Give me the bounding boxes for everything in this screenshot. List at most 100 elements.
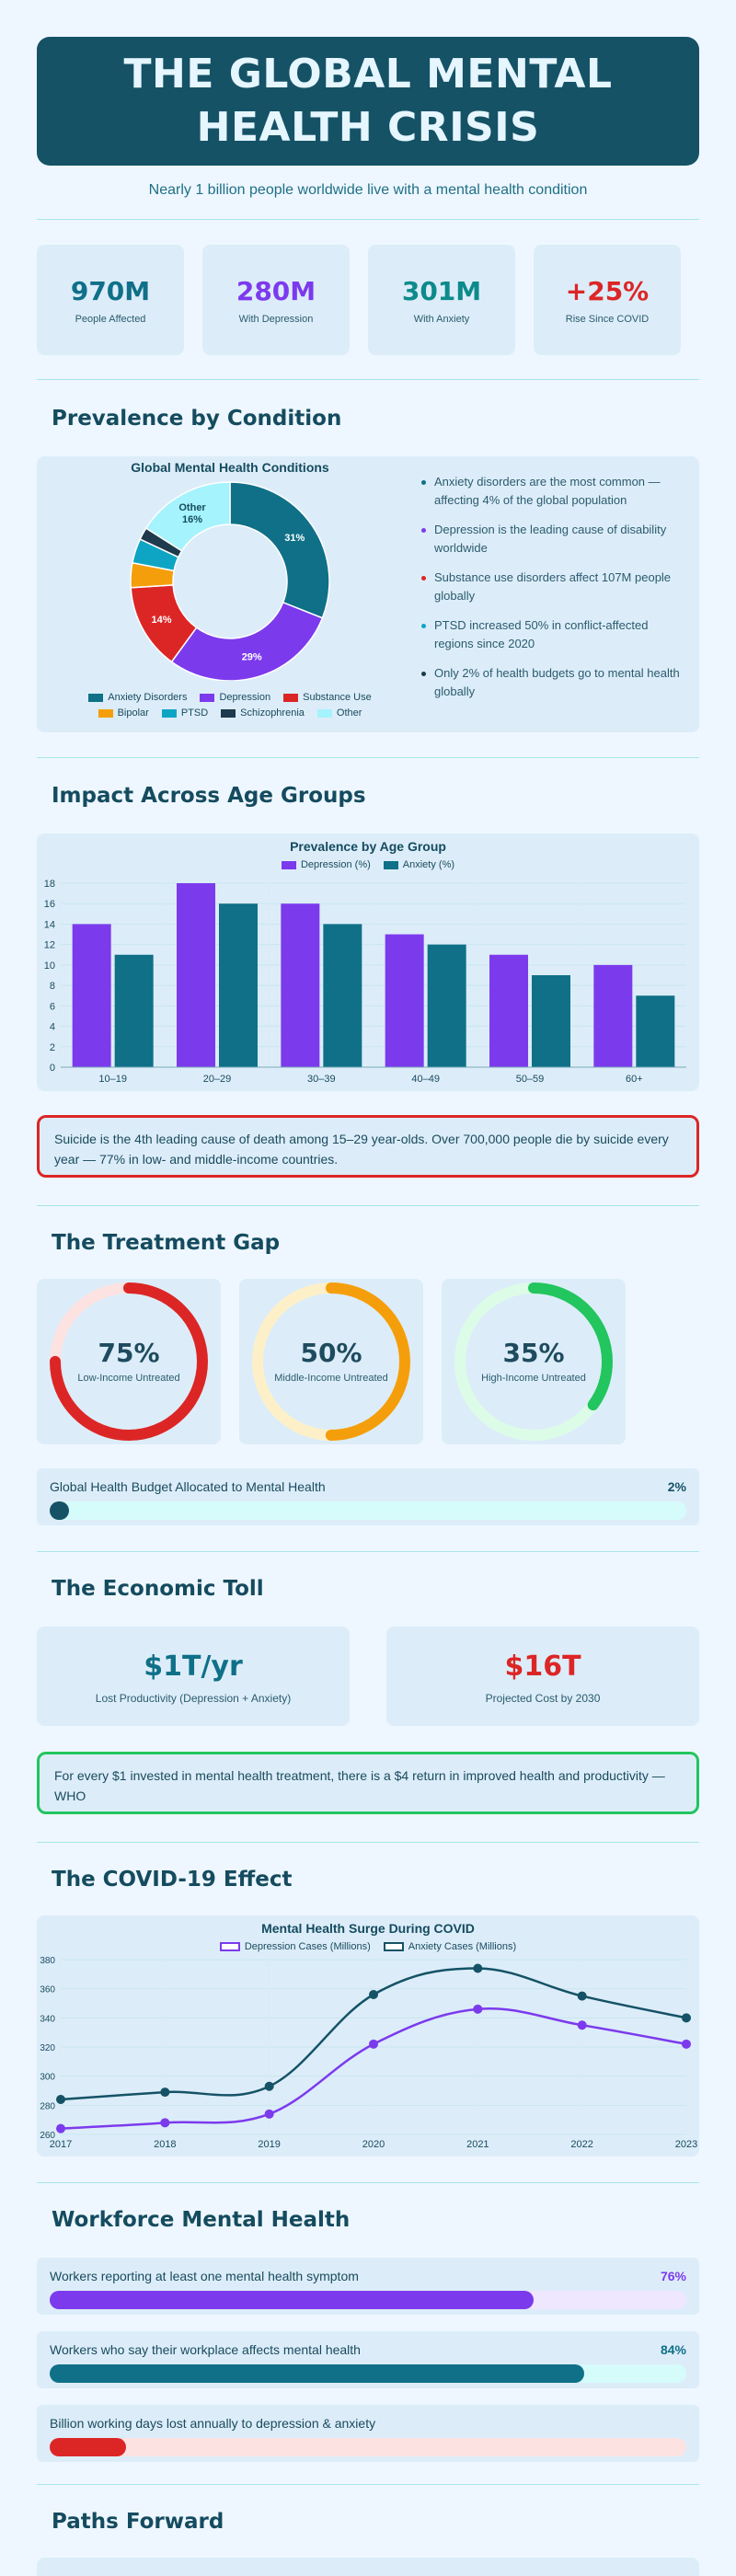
legend-label: Anxiety Cases (Millions) bbox=[408, 1941, 517, 1952]
bullet-dot-icon bbox=[421, 624, 426, 628]
y-tick-label: 0 bbox=[50, 1063, 55, 1074]
legend-swatch bbox=[281, 860, 296, 869]
progress-fill bbox=[50, 2291, 534, 2309]
y-tick-label: 8 bbox=[50, 981, 55, 992]
legend-item-depression: Depression (%) bbox=[281, 859, 371, 870]
point-anxiety-cases-millions-2017 bbox=[56, 2095, 65, 2104]
y-tick-label: 10 bbox=[44, 960, 55, 972]
legend-item-anxiety-cases-millions: Anxiety Cases (Millions) bbox=[383, 1941, 517, 1952]
gauge-label: Middle-Income Untreated bbox=[274, 1373, 388, 1384]
econ-label: Lost Productivity (Depression + Anxiety) bbox=[95, 1692, 292, 1705]
point-anxiety-cases-millions-2023 bbox=[682, 2013, 691, 2023]
donut-chart: 31% 29% 14% Other 16% bbox=[130, 481, 330, 681]
progress-track bbox=[50, 2291, 686, 2309]
point-depression-cases-millions-2023 bbox=[682, 2039, 691, 2049]
legend-label: PTSD bbox=[180, 707, 209, 719]
legend-swatch bbox=[383, 860, 398, 869]
point-depression-cases-millions-2021 bbox=[473, 2004, 483, 2014]
gauge-value: 75% bbox=[98, 1338, 160, 1368]
progress-fill bbox=[50, 1501, 69, 1520]
fact-item: Only 2% of health budgets go to mental h… bbox=[421, 664, 688, 701]
bar-anxiety-60 bbox=[636, 995, 675, 1067]
fact-text: PTSD increased 50% in conflict-affected … bbox=[434, 618, 649, 650]
bar-anxiety-40-49 bbox=[427, 944, 466, 1067]
gauge-fill bbox=[50, 1282, 208, 1441]
legend-swatch bbox=[219, 1942, 240, 1951]
divider bbox=[37, 219, 699, 220]
point-anxiety-cases-millions-2018 bbox=[160, 2087, 170, 2098]
legend-swatch bbox=[88, 693, 104, 702]
legend-item-bipolar: Bipolar bbox=[98, 707, 149, 719]
legend-item-depression-cases-millions: Depression Cases (Millions) bbox=[219, 1941, 371, 1952]
legend-swatch bbox=[161, 708, 177, 718]
y-tick-label: 280 bbox=[40, 2101, 55, 2111]
divider bbox=[37, 2182, 699, 2183]
fact-item: Substance use disorders affect 107M peop… bbox=[421, 569, 688, 605]
donut-legend: Anxiety Disorders Depression Substance Use… bbox=[55, 692, 405, 723]
x-tick-label: 2017 bbox=[50, 2139, 72, 2150]
stat-value: 280M bbox=[236, 276, 316, 306]
point-depression-cases-millions-2019 bbox=[264, 2109, 274, 2119]
divider bbox=[37, 2484, 699, 2485]
divider bbox=[37, 1842, 699, 1843]
econ-value: $1T/yr bbox=[144, 1650, 243, 1683]
gauge-label: Low-Income Untreated bbox=[77, 1373, 180, 1384]
donut-slice-depression bbox=[170, 601, 324, 681]
donut-slice-other bbox=[144, 481, 231, 552]
section-heading-covid: The COVID-19 Effect bbox=[52, 1868, 293, 1892]
fact-item: Depression is the leading cause of disab… bbox=[421, 521, 688, 558]
section-heading-economic: The Economic Toll bbox=[52, 1577, 264, 1601]
covid-line-chart: 260 280 300 320 340 360 380 2017 2018 2019 2020 202… bbox=[40, 1956, 697, 2150]
progress-track bbox=[50, 1501, 686, 1520]
donut-slice-anxiety-disorders bbox=[229, 481, 330, 619]
legend-label: Depression Cases (Millions) bbox=[244, 1941, 371, 1952]
legend-label: Substance Use bbox=[303, 692, 372, 703]
budget-bar-card: Global Health Budget Allocated to Mental… bbox=[37, 1468, 699, 1525]
point-depression-cases-millions-2018 bbox=[160, 2118, 170, 2128]
section-heading-paths: Paths Forward bbox=[52, 2510, 224, 2534]
x-tick-label: 40–49 bbox=[411, 1074, 440, 1085]
bar-anxiety-50-59 bbox=[532, 975, 570, 1067]
divider bbox=[37, 1205, 699, 1206]
x-tick-label: 2020 bbox=[362, 2139, 385, 2150]
divider bbox=[37, 1551, 699, 1552]
y-tick-label: 14 bbox=[44, 919, 55, 930]
age-chart-card: Prevalence by Age Group Depression (%) An… bbox=[37, 834, 699, 1091]
y-tick-label: 12 bbox=[44, 940, 55, 951]
fact-text: Depression is the leading cause of disab… bbox=[434, 523, 667, 555]
page-title: THE GLOBAL MENTAL HEALTH CRISIS bbox=[123, 51, 613, 151]
bar-label: Workers reporting at least one mental he… bbox=[50, 2269, 359, 2283]
chart-title: Global Mental Health Conditions bbox=[131, 460, 329, 475]
fact-text: Substance use disorders affect 107M peop… bbox=[434, 570, 672, 603]
bar-anxiety-10-19 bbox=[114, 954, 154, 1067]
covid-chart-card: Mental Health Surge During COVID Depress… bbox=[37, 1915, 699, 2156]
progress-track bbox=[50, 2438, 686, 2456]
gauge-ring bbox=[50, 1282, 208, 1441]
progress-track bbox=[50, 2364, 686, 2383]
x-tick-label: 10–19 bbox=[98, 1074, 127, 1085]
legend-item-anxiety: Anxiety (%) bbox=[383, 859, 454, 870]
stat-card-people-affected: 970M People Affected bbox=[37, 245, 184, 355]
legend-item-other: Other bbox=[316, 707, 362, 719]
point-anxiety-cases-millions-2022 bbox=[577, 1991, 587, 2001]
facts-list: Anxiety disorders are the most common — … bbox=[421, 473, 688, 712]
bar-value: 76% bbox=[660, 2269, 686, 2283]
bullet-dot-icon bbox=[421, 576, 426, 581]
bullet-dot-icon bbox=[421, 528, 426, 533]
gauge-value: 35% bbox=[502, 1338, 565, 1368]
legend-swatch bbox=[383, 1942, 404, 1951]
gauge-low-income: 75% Low-Income Untreated bbox=[37, 1279, 221, 1444]
x-tick-label: 2019 bbox=[258, 2139, 280, 2150]
stat-value: +25% bbox=[565, 276, 650, 306]
donut-chart-card: Global Mental Health Conditions 31% 29% 14… bbox=[37, 456, 423, 732]
gauge-fill bbox=[454, 1282, 613, 1441]
y-tick-label: 340 bbox=[40, 2014, 55, 2024]
legend-item-schizophrenia: Schizophrenia bbox=[221, 707, 305, 719]
workforce-bar-card: Workers who say their workplace affects … bbox=[37, 2331, 699, 2388]
gauge-ring bbox=[252, 1282, 410, 1441]
workforce-bar-card: Workers reporting at least one mental he… bbox=[37, 2258, 699, 2315]
legend-item-anxiety-disorders: Anxiety Disorders bbox=[88, 692, 187, 703]
legend-label: Bipolar bbox=[117, 707, 149, 719]
x-tick-label: 50–59 bbox=[516, 1074, 545, 1085]
stat-label: People Affected bbox=[75, 314, 146, 325]
